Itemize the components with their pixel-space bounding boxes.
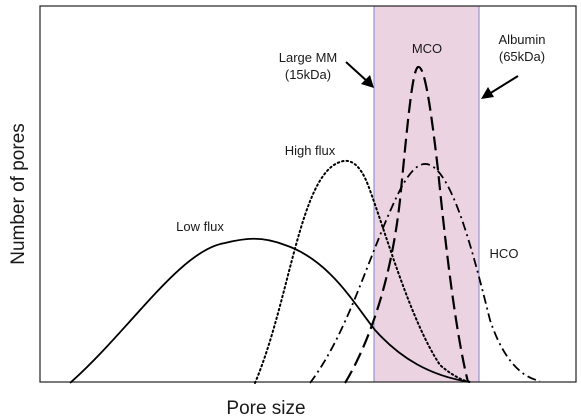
- low-flux-label: Low flux: [176, 219, 224, 234]
- x-axis-title: Pore size: [226, 398, 305, 419]
- hco-curve: [309, 163, 541, 384]
- y-axis-title: Number of pores: [8, 123, 29, 265]
- plot-frame: [39, 5, 577, 383]
- large-mm-arrow: [345, 61, 374, 88]
- large-mm-label-line1: Large MM: [279, 50, 338, 65]
- mco-label: MCO: [412, 41, 442, 56]
- low-flux-curve: [69, 237, 471, 384]
- high-flux-curve: [254, 159, 471, 384]
- mco-band: [373, 5, 480, 383]
- high-flux-label: High flux: [285, 143, 336, 158]
- hco-label: HCO: [490, 246, 519, 261]
- albumin-label-line2: (65kDa): [499, 49, 545, 64]
- albumin-label-line1: Albumin: [499, 32, 546, 47]
- large-mm-label-line2: (15kDa): [285, 67, 331, 82]
- albumin-arrow: [481, 75, 519, 99]
- mco-curve: [344, 65, 470, 384]
